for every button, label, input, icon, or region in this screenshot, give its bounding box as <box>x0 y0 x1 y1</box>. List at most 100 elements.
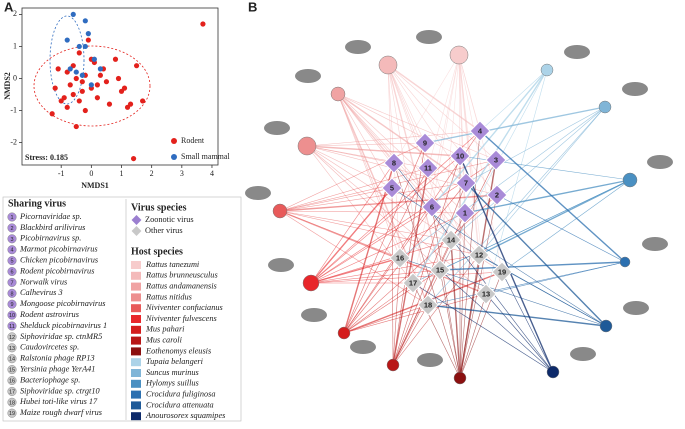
panel-label: A <box>4 0 14 14</box>
virus-name: Blackbird arilivirus <box>20 223 85 232</box>
point <box>133 63 140 69</box>
edge <box>427 54 460 169</box>
edge <box>279 167 429 212</box>
edge <box>310 212 466 284</box>
badge <box>7 310 17 320</box>
virus-node <box>485 149 507 171</box>
edge <box>279 210 429 306</box>
animal-icon <box>642 237 668 251</box>
edge <box>279 210 480 256</box>
edge <box>337 93 395 164</box>
edge <box>501 179 631 273</box>
badge <box>7 277 17 287</box>
virus-node <box>417 294 439 316</box>
x-tick-label: 3 <box>180 169 184 178</box>
virus-name: Yersinia phage YerA41 <box>20 365 95 374</box>
point <box>82 43 88 50</box>
badge <box>7 267 17 277</box>
badge <box>7 408 17 418</box>
annotation: Stress: 0.185 <box>25 153 68 162</box>
y-tick-label: 1 <box>13 41 17 50</box>
virus-node <box>491 261 513 283</box>
edge <box>387 64 467 184</box>
point <box>140 98 146 104</box>
host-node <box>453 371 467 385</box>
legend-swatch <box>131 401 141 410</box>
virus-name: Bacteriophage sp. <box>20 375 80 384</box>
legend-frame <box>2 196 242 422</box>
edge <box>279 210 401 259</box>
edge <box>343 194 498 334</box>
point <box>82 107 88 114</box>
point <box>106 101 113 107</box>
legend-label: Rodent <box>181 136 205 145</box>
point <box>200 21 206 27</box>
point <box>79 88 85 94</box>
badge-number: 2 <box>10 226 13 232</box>
x-axis-label: NMDS1 <box>81 181 109 190</box>
point <box>73 75 79 82</box>
badge-number: 3 <box>10 237 13 243</box>
point <box>82 18 88 24</box>
legend-title: Host species <box>131 246 183 257</box>
host-node <box>546 365 560 379</box>
legend-swatch <box>131 412 141 421</box>
host-name: Rattus nitidus <box>145 292 192 301</box>
edge <box>306 145 461 157</box>
host-name: Tupaia belangeri <box>146 357 204 366</box>
host-name: Suncus murinus <box>146 368 199 377</box>
virus-node <box>449 145 471 167</box>
virus-name: Calhevirus 3 <box>20 288 63 297</box>
legend-swatch <box>131 315 141 323</box>
edge <box>479 69 548 132</box>
edge <box>427 106 606 306</box>
edge <box>485 69 548 295</box>
network-edges <box>279 54 631 379</box>
point <box>73 123 79 130</box>
host-node <box>330 86 346 102</box>
point <box>88 82 94 88</box>
legend-swatch <box>131 390 141 399</box>
point <box>94 82 100 88</box>
virus-number: 4 <box>478 126 483 135</box>
badge-number: 19 <box>9 411 15 417</box>
animal-icon <box>268 258 294 272</box>
edge <box>427 304 607 327</box>
badge-number: 13 <box>9 346 15 352</box>
edge <box>412 179 631 284</box>
point <box>103 79 110 85</box>
point <box>49 111 55 117</box>
host-name: Crocidura attenuata <box>146 400 214 409</box>
badge <box>7 245 17 255</box>
point <box>79 72 85 78</box>
point <box>67 66 73 72</box>
edge <box>306 145 441 271</box>
badge-number: 6 <box>10 269 13 275</box>
virus-number: 14 <box>447 235 456 244</box>
host-name: Niviventer confucianus <box>145 303 223 312</box>
badge <box>7 223 17 233</box>
host-name: Eothenomys eleusis <box>145 346 211 355</box>
virus-node <box>389 247 411 269</box>
edge <box>399 106 606 259</box>
virus-number: 6 <box>430 202 434 211</box>
virus-node <box>454 202 476 224</box>
y-axis-label: NMDS2 <box>3 72 12 100</box>
point <box>58 98 64 104</box>
edge <box>485 293 554 373</box>
host-name: Crocidura fuliginosa <box>146 390 216 399</box>
badge-number: 16 <box>9 378 15 384</box>
host-name: Rattus andamanensis <box>145 282 217 291</box>
point <box>64 104 70 110</box>
badge <box>7 376 17 386</box>
virus-number: 2 <box>495 190 499 199</box>
host-node <box>619 256 631 268</box>
virus-name: Rodent astrovirus <box>19 310 79 319</box>
point <box>97 72 103 78</box>
panel-label: B <box>248 0 257 14</box>
virus-node <box>381 177 403 199</box>
virus-number: 19 <box>498 267 506 276</box>
badge <box>7 212 17 222</box>
virus-node <box>383 152 405 174</box>
